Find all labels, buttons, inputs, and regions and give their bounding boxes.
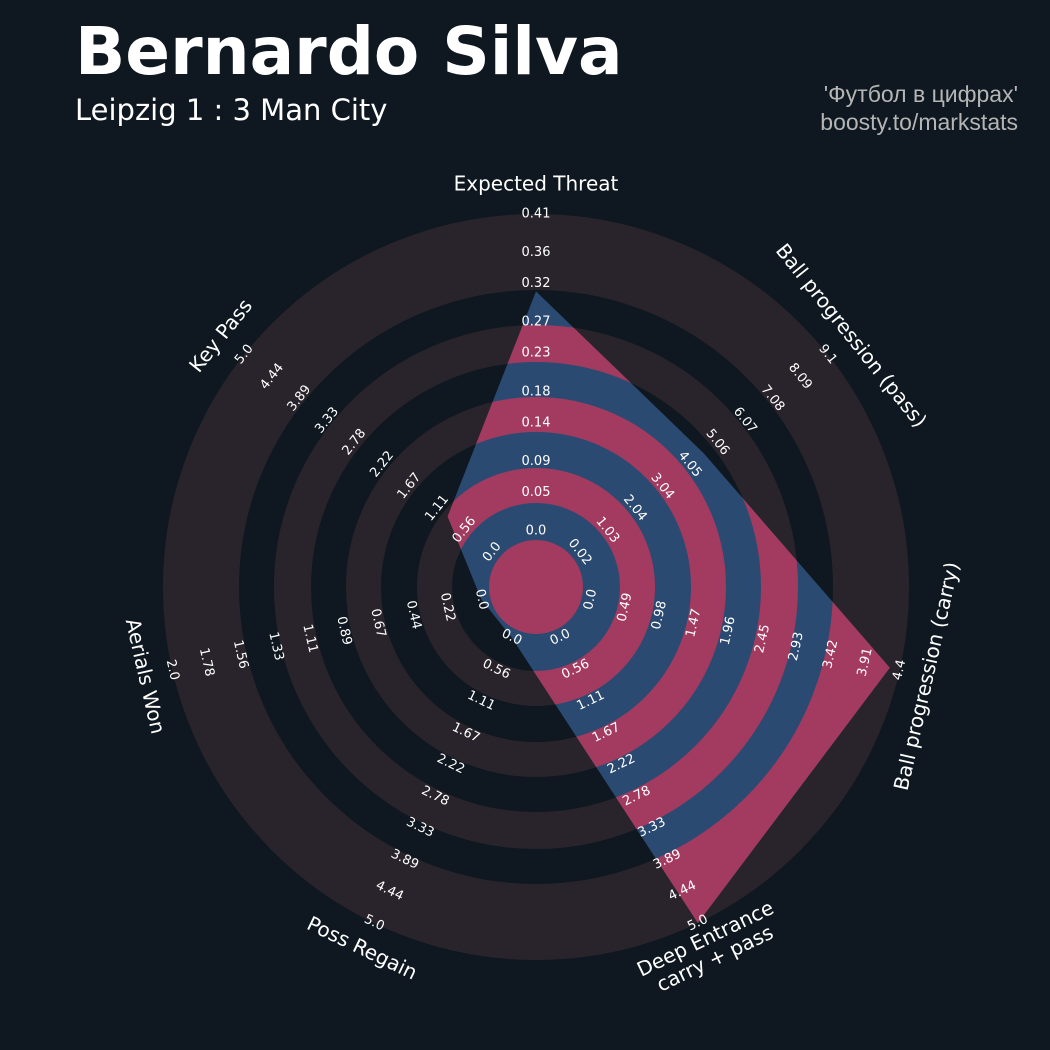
tick-label: 0.41 [522,207,551,222]
tick-label: 0.14 [522,415,551,430]
tick-label: 0.23 [522,346,551,361]
credit: 'Футбол в цифрах' [824,81,1018,107]
tick-label: 0.27 [522,315,551,330]
tick-label: 2.93 [786,631,807,663]
tick-label: 3.42 [820,639,841,671]
tick-label: 2.45 [752,623,773,655]
tick-label: 0.98 [649,599,670,631]
credit: boosty.to/markstats [820,109,1018,135]
tick-label: 0.49 [614,592,635,624]
tick-label: 0.0 [581,588,600,612]
tick-label: 1.56 [230,639,251,671]
tick-label: 1.78 [196,646,217,678]
tick-label: 4.4 [890,658,909,682]
tick-label: 0.09 [522,454,551,469]
tick-label: 0.18 [522,384,551,399]
chart-subtitle: Leipzig 1 : 3 Man City [75,93,387,127]
tick-label: 0.05 [522,485,551,500]
tick-label: 0.32 [522,276,551,291]
tick-label: 0.36 [522,245,551,260]
chart-title: Bernardo Silva [75,13,623,90]
tick-label: 0.89 [333,615,354,647]
tick-label: 0.67 [367,607,388,639]
axis-label: Expected Threat [454,172,619,196]
tick-label: 1.47 [683,607,704,639]
tick-label: 3.91 [855,646,876,678]
ring [163,214,909,960]
tick-label: 0.22 [437,591,458,623]
tick-label: 0.0 [526,524,547,539]
tick-label: 0.0 [472,588,491,612]
tick-label: 2.0 [163,658,182,682]
tick-label: 0.44 [403,599,424,631]
highlight-ring [489,540,583,634]
tick-label: 1.33 [265,631,286,663]
tick-label: 1.11 [299,623,320,655]
tick-label: 1.96 [718,615,739,647]
